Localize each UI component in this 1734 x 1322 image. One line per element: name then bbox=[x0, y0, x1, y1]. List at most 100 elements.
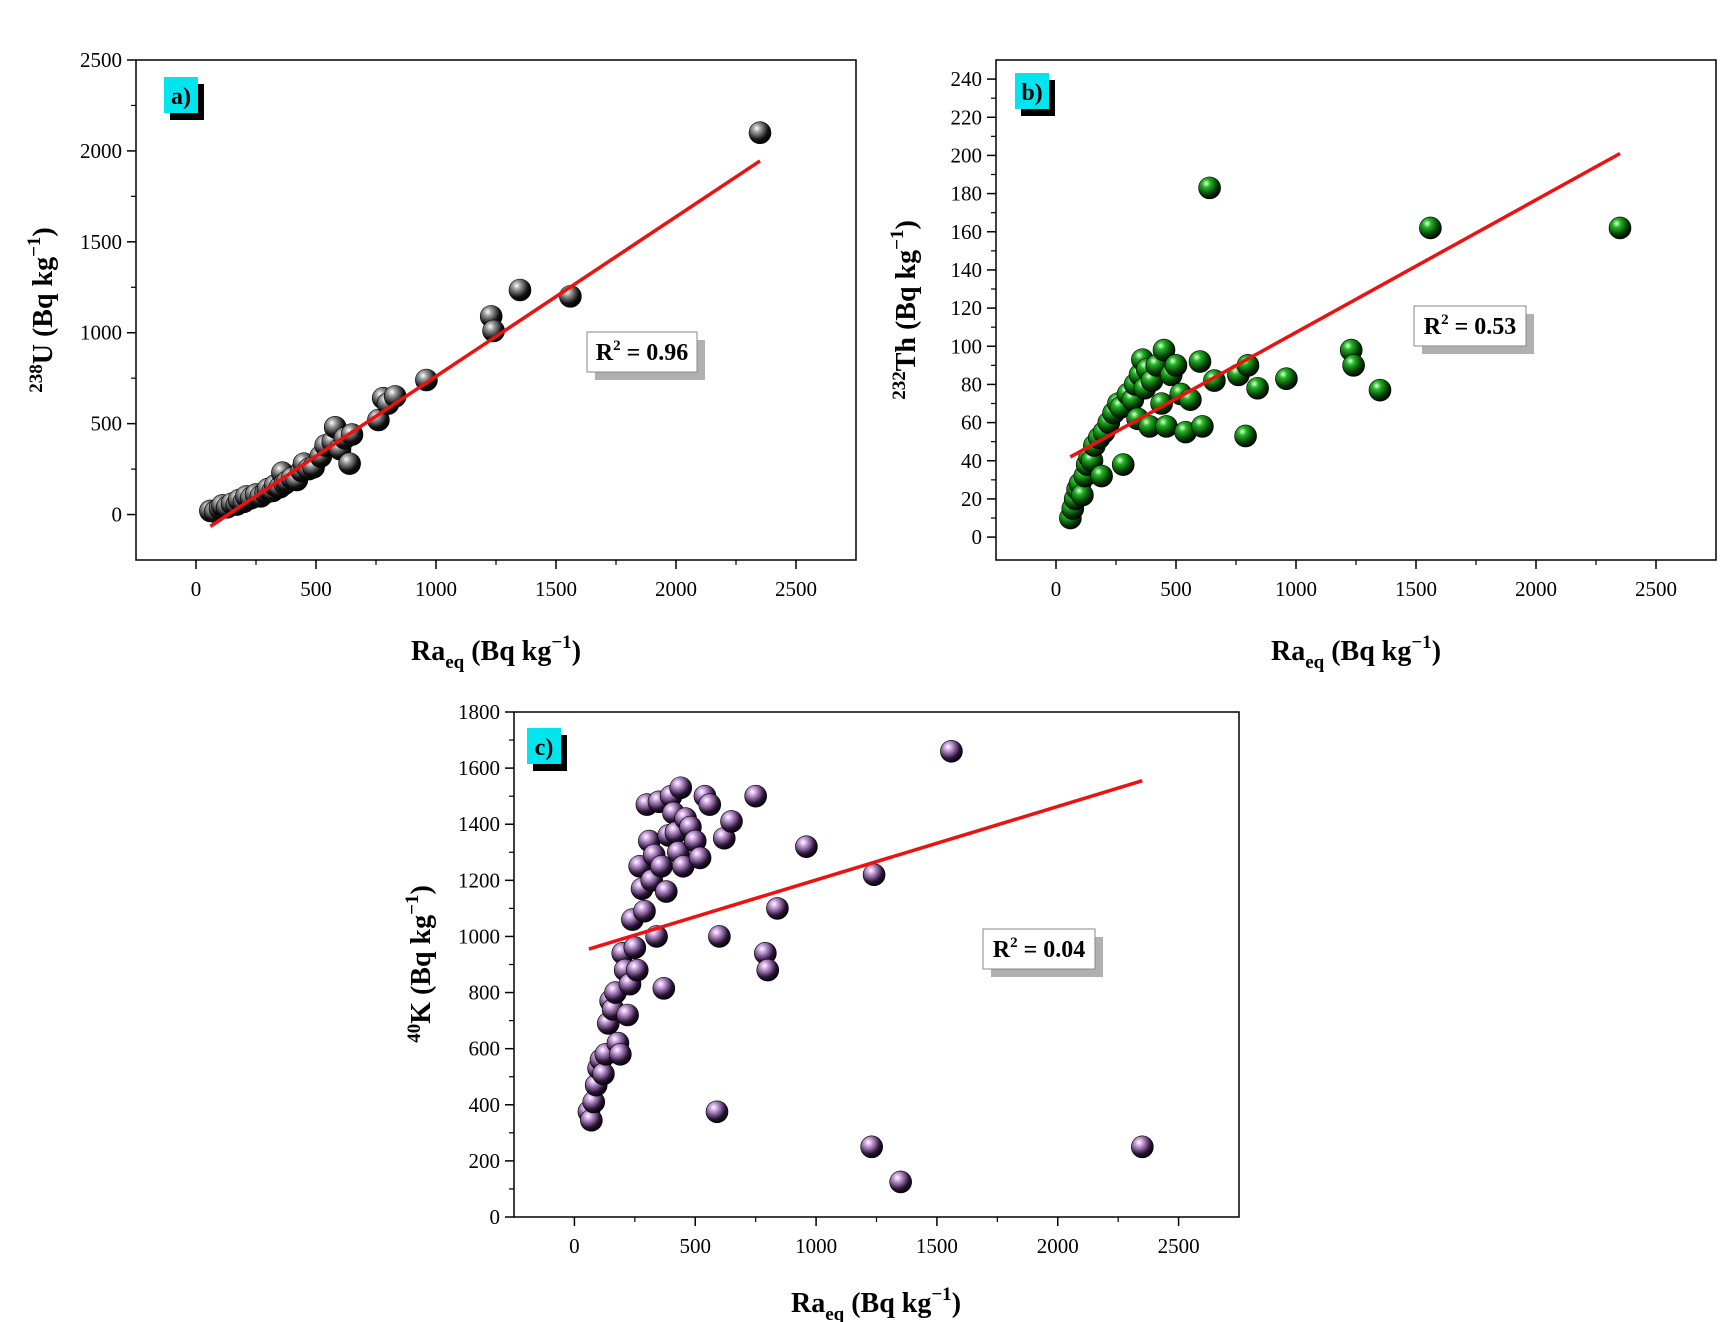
panel-b-ytick-label: 220 bbox=[951, 105, 983, 129]
panel-c-xtick-label: 500 bbox=[680, 1234, 712, 1258]
panel-b-xtick-label: 1000 bbox=[1275, 577, 1317, 601]
panel-c-ytick-label: 1000 bbox=[458, 924, 500, 948]
panel-c-points bbox=[577, 739, 1154, 1194]
panel-a-ylabel: 238U (Bq kg−1) bbox=[24, 227, 59, 393]
panel-b-fit-line bbox=[1069, 151, 1621, 459]
panel-b-data-point bbox=[1275, 367, 1298, 391]
panel-a-xtick-label: 1500 bbox=[535, 577, 577, 601]
panel-a-r2-box: R2 = 0.96 bbox=[586, 331, 705, 380]
panel-c-data-point bbox=[592, 1062, 615, 1086]
panel-a-data-point bbox=[748, 121, 772, 145]
panel-a-xtick-label: 0 bbox=[191, 577, 202, 601]
panel-c-data-point bbox=[623, 936, 647, 959]
panel-c-data-point bbox=[860, 1135, 883, 1159]
panel-c-ticks: 0 500 1000 1500 2000 2500 0 200 400 600 800 1000 120… bbox=[458, 700, 1200, 1258]
panel-b-r2-text: R2 = 0.53 bbox=[1424, 312, 1517, 340]
panel-a-ytick-label: 1500 bbox=[80, 230, 122, 254]
panel-c-tag-bg bbox=[527, 728, 561, 764]
panel-b-xtick-label: 2000 bbox=[1515, 577, 1557, 601]
panel-b: 0 500 1000 1500 2000 2500 0 20 40 60 80 100 120 140 16… bbox=[887, 59, 1717, 673]
panel-b-ytick-label: 140 bbox=[951, 258, 983, 282]
panel-c-xtick-label: 2000 bbox=[1037, 1234, 1079, 1258]
panel-c-data-point bbox=[708, 925, 731, 948]
panel-c-data-point bbox=[669, 776, 693, 800]
panel-c-data-point bbox=[616, 1003, 639, 1027]
panel-b-ytick-label: 180 bbox=[951, 182, 983, 206]
panel-c-data-point bbox=[744, 784, 767, 808]
panel-c-ytick-label: 1200 bbox=[458, 868, 500, 892]
panel-b-xtick-label: 500 bbox=[1160, 577, 1192, 601]
panel-b-data-point bbox=[1152, 338, 1176, 362]
panel-c-data-point bbox=[609, 1042, 632, 1066]
panel-a-tag: a) bbox=[164, 77, 204, 120]
panel-c-r2-text: R2 = 0.04 bbox=[993, 935, 1086, 963]
panel-c-fit-line bbox=[588, 779, 1143, 951]
panel-b-data-point bbox=[1608, 216, 1632, 240]
panel-b-ytick-label: 60 bbox=[961, 411, 982, 435]
panel-b-tag-text: b) bbox=[1021, 80, 1042, 106]
panel-a-fit-line bbox=[209, 159, 761, 528]
panel-b-ytick-label: 80 bbox=[961, 372, 982, 396]
panel-b-ylabel: 232Th (Bq kg−1) bbox=[887, 220, 922, 400]
panel-c-ytick-label: 600 bbox=[469, 1037, 501, 1061]
panel-a-xtick-label: 2500 bbox=[775, 577, 817, 601]
panel-b-xlabel: Raeq (Bq kg−1) bbox=[1271, 632, 1441, 673]
panel-c-xtick-label: 1500 bbox=[916, 1234, 958, 1258]
panel-a-tag-bg bbox=[164, 77, 198, 113]
panel-b-data-point bbox=[1191, 415, 1214, 438]
panel-b-ytick-label: 20 bbox=[961, 487, 982, 511]
panel-b-data-point bbox=[1164, 354, 1188, 377]
panel-b-ytick-label: 240 bbox=[951, 67, 983, 91]
panel-b-ytick-label: 40 bbox=[961, 449, 982, 473]
panel-a-ytick-label: 2000 bbox=[80, 139, 122, 163]
panel-c-r2-box: R2 = 0.04 bbox=[982, 928, 1103, 977]
panel-b-ytick-label: 0 bbox=[972, 525, 983, 549]
panel-a-tag-text: a) bbox=[171, 84, 191, 110]
panel-c-tag: c) bbox=[527, 728, 567, 771]
panel-c-xtick-label: 2500 bbox=[1158, 1234, 1200, 1258]
panel-c-data-point bbox=[652, 977, 676, 1000]
panel-a-data-point bbox=[338, 452, 361, 475]
panel-b-ticks: 0 500 1000 1500 2000 2500 0 20 40 60 80 100 120 140 16… bbox=[951, 67, 1678, 601]
panel-b-ytick-label: 100 bbox=[951, 334, 983, 358]
panel-c-data-point bbox=[654, 880, 678, 903]
panel-a-xtick-label: 2000 bbox=[655, 577, 697, 601]
panel-c-ylabel: 40K (Bq kg−1) bbox=[402, 885, 437, 1043]
panel-a-xlabel: Raeq (Bq kg−1) bbox=[411, 632, 581, 673]
panel-c-data-point bbox=[633, 899, 656, 923]
panel-b-data-point bbox=[1111, 453, 1135, 476]
panel-c-data-point bbox=[756, 958, 780, 982]
panel-a-xtick-label: 1000 bbox=[415, 577, 457, 601]
panel-b-points bbox=[1059, 176, 1632, 530]
panel-c-data-point bbox=[625, 958, 649, 982]
panel-b-data-point bbox=[1342, 354, 1365, 377]
panel-b-data-point bbox=[1368, 378, 1392, 402]
panel-b-xtick-label: 2500 bbox=[1635, 577, 1677, 601]
panel-a-r2-text: R2 = 0.96 bbox=[596, 338, 689, 366]
panel-c-ytick-label: 1400 bbox=[458, 812, 500, 836]
panel-a-xtick-label: 500 bbox=[300, 577, 332, 601]
panel-b-tag-bg bbox=[1015, 73, 1049, 109]
panel-c-ytick-label: 800 bbox=[469, 981, 501, 1005]
panel-c-data-point bbox=[720, 810, 743, 833]
panel-a-ytick-label: 0 bbox=[112, 503, 123, 527]
panel-a-ytick-label: 1000 bbox=[80, 321, 122, 345]
panel-c: 0 500 1000 1500 2000 2500 0 200 400 600 800 1000 120… bbox=[402, 700, 1240, 1322]
panel-c-xtick-label: 1000 bbox=[795, 1234, 837, 1258]
panel-b-data-point bbox=[1155, 415, 1178, 438]
panel-b-xtick-label: 1500 bbox=[1395, 577, 1437, 601]
panel-a: 0 500 1000 1500 2000 2500 0 500 1000 1500 2000 2500… bbox=[24, 48, 857, 673]
panel-b-data-point bbox=[1246, 376, 1269, 400]
panel-b-data-point bbox=[1234, 424, 1257, 448]
panel-c-data-point bbox=[940, 739, 963, 763]
panel-c-data-point bbox=[688, 846, 712, 870]
panel-a-points bbox=[199, 121, 772, 524]
panel-a-ytick-label: 2500 bbox=[80, 48, 122, 72]
panel-c-xtick-label: 0 bbox=[569, 1234, 580, 1258]
panel-b-xtick-label: 0 bbox=[1051, 577, 1062, 601]
panel-c-data-point bbox=[795, 835, 818, 858]
panel-b-r2-box: R2 = 0.53 bbox=[1413, 305, 1534, 354]
panel-c-xlabel: Raeq (Bq kg−1) bbox=[791, 1284, 961, 1322]
panel-b-data-point bbox=[1188, 350, 1212, 373]
